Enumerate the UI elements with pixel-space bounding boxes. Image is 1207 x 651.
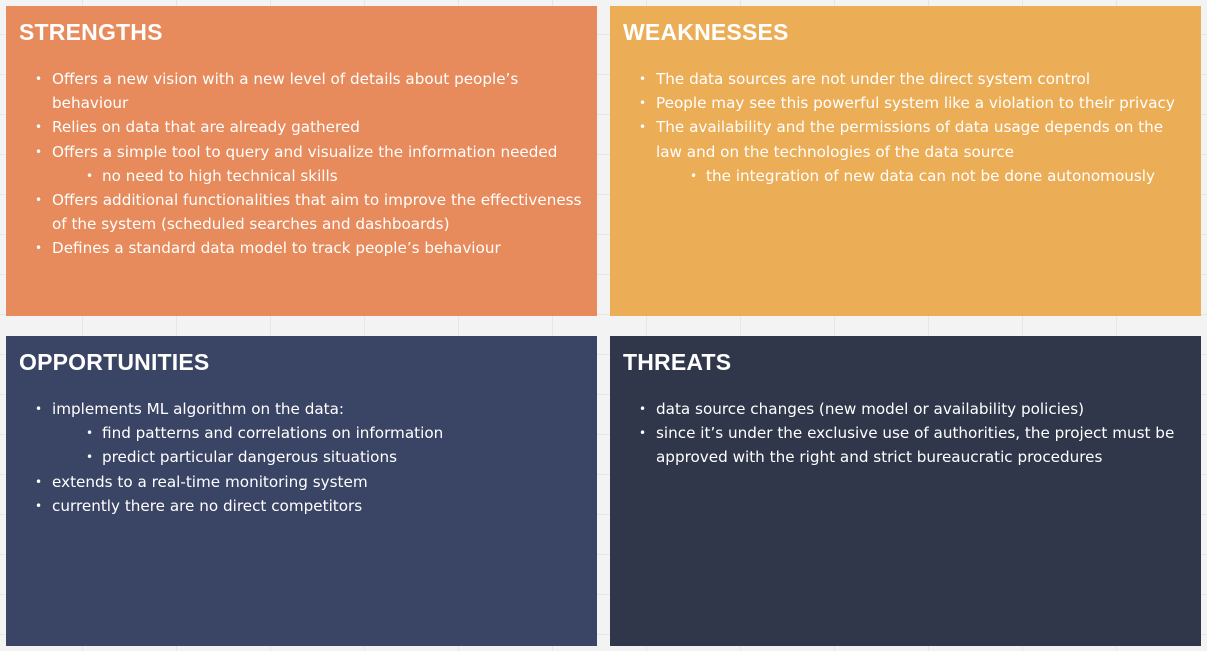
strengths-item: Offers a new vision with a new level of … (6, 67, 587, 115)
opportunities-item: implements ML algorithm on the data: (6, 397, 587, 421)
opportunities-list: implements ML algorithm on the data:find… (6, 397, 587, 518)
weaknesses-quadrant: WEAKNESSES The data sources are not unde… (610, 6, 1201, 316)
strengths-item: Defines a standard data model to track p… (6, 236, 587, 260)
opportunities-item: find patterns and correlations on inform… (6, 421, 587, 445)
strengths-quadrant: STRENGTHS Offers a new vision with a new… (6, 6, 597, 316)
opportunities-item: currently there are no direct competitor… (6, 494, 587, 518)
strengths-item: Offers additional functionalities that a… (6, 188, 587, 236)
strengths-item: no need to high technical skills (6, 164, 587, 188)
weaknesses-list: The data sources are not under the direc… (610, 67, 1191, 188)
weaknesses-item: The availability and the permissions of … (610, 115, 1191, 163)
threats-item: data source changes (new model or availa… (610, 397, 1191, 421)
weaknesses-item: People may see this powerful system like… (610, 91, 1191, 115)
strengths-item: Offers a simple tool to query and visual… (6, 140, 587, 164)
threats-quadrant: THREATS data source changes (new model o… (610, 336, 1201, 646)
opportunities-quadrant: OPPORTUNITIES implements ML algorithm on… (6, 336, 597, 646)
weaknesses-item: The data sources are not under the direc… (610, 67, 1191, 91)
weaknesses-title: WEAKNESSES (623, 19, 789, 45)
weaknesses-item: the integration of new data can not be d… (610, 164, 1191, 188)
strengths-title: STRENGTHS (19, 19, 163, 45)
threats-title: THREATS (623, 349, 732, 375)
opportunities-title: OPPORTUNITIES (19, 349, 210, 375)
strengths-list: Offers a new vision with a new level of … (6, 67, 587, 261)
threats-item: since it’s under the exclusive use of au… (610, 421, 1191, 469)
threats-list: data source changes (new model or availa… (610, 397, 1191, 470)
opportunities-item: extends to a real-time monitoring system (6, 470, 587, 494)
opportunities-item: predict particular dangerous situations (6, 445, 587, 469)
strengths-item: Relies on data that are already gathered (6, 115, 587, 139)
